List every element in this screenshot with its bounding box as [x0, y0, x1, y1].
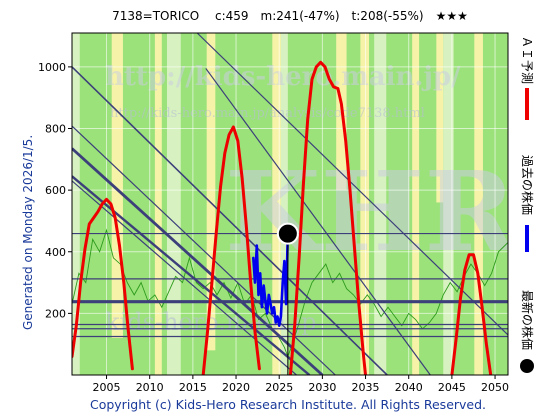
yellow-band-7	[436, 33, 444, 203]
x-tick-label-2: 2015	[179, 381, 207, 394]
yellow-band-1	[154, 33, 162, 375]
data-series	[72, 60, 493, 375]
legend-label-0: ＡＩ予測	[520, 36, 534, 84]
plot-frame	[71, 32, 509, 376]
x-tick-label-3: 2020	[222, 381, 250, 394]
series-0-segment-2	[288, 60, 367, 375]
yellow-band-8	[474, 33, 483, 375]
yellow-band-3	[272, 33, 281, 375]
series-0-segment-3	[450, 253, 493, 375]
x-tick-label-5: 2030	[308, 381, 336, 394]
trend-line-0	[72, 66, 388, 375]
x-tick-label-1: 2010	[136, 381, 164, 394]
yellow-band-5	[360, 33, 369, 375]
x-tick-label-9: 2050	[481, 381, 509, 394]
lightgreen-band-2	[280, 33, 288, 375]
watermark-sub: http://kids-hero.main.jp/analysis/code71…	[110, 106, 425, 121]
legend-label-1: 過去の株価	[520, 155, 535, 215]
y-axis-ticks: 200 400 600 800 1000	[38, 61, 72, 320]
y-tick-label-3: 800	[45, 123, 66, 136]
y-tick-label-1: 400	[45, 246, 66, 259]
yellow-band-0	[111, 33, 123, 339]
x-axis-ticks: 2005 2010 2015 2020 2025 2030 2035 2040 2045 2050	[93, 375, 509, 394]
horizontal-levels	[72, 232, 508, 338]
y-tick-label-2: 600	[45, 184, 66, 197]
y-tick-label-0: 200	[45, 307, 66, 320]
x-tick-label-8: 2045	[438, 381, 466, 394]
y-tick-label-4: 1000	[38, 61, 66, 74]
lightgreen-band-0	[72, 33, 80, 375]
trend-line-2	[72, 147, 324, 375]
lightgreen-band-1	[166, 33, 181, 375]
chart-title: 7138=TORICO c:459 m:241(-47%) t:208(-55%…	[112, 9, 468, 23]
series-0-segment-0	[72, 197, 134, 371]
generated-date-text: Generated on Monday 2026/1/5.	[21, 135, 35, 330]
trend-line-5	[205, 68, 431, 375]
background-bands	[72, 33, 508, 375]
legend-label-2: 最新の株価	[520, 290, 535, 350]
lightgreen-band-4	[443, 33, 454, 375]
trend-line-6	[196, 33, 508, 336]
green-band-base	[72, 33, 508, 375]
plot-area: http://kids-hero.main.jp/ http://kids-he…	[71, 32, 560, 376]
yellow-band-6	[412, 33, 420, 375]
series-1-segment-0	[252, 232, 290, 328]
x-tick-label-0: 2005	[93, 381, 121, 394]
watermark-logo: KHRI	[225, 147, 560, 276]
series-0-segment-1	[201, 125, 261, 375]
x-tick-label-7: 2040	[395, 381, 423, 394]
legend-swatch-2	[520, 359, 534, 373]
trend-line-4	[72, 180, 297, 375]
current-price-marker-group	[276, 222, 299, 375]
x-tick-label-6: 2035	[352, 381, 380, 394]
trend-line-1	[72, 125, 336, 375]
x-tick-label-4: 2025	[265, 381, 293, 394]
yellow-band-2	[206, 33, 216, 351]
current-price-dot	[276, 222, 299, 245]
copyright-footer: Copyright (c) Kids-Hero Research Institu…	[90, 397, 486, 412]
lightgreen-band-3	[374, 33, 387, 375]
